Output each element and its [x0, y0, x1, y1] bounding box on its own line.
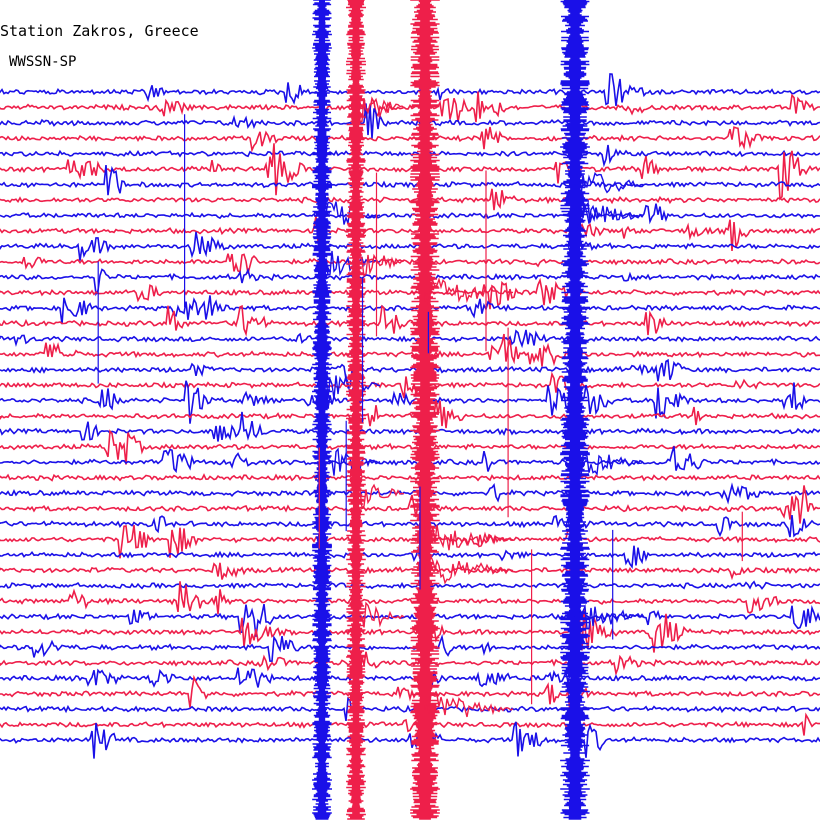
trace-row — [0, 514, 820, 538]
trace-row — [0, 696, 820, 722]
large-event-trace — [312, 0, 381, 820]
trace-row — [0, 721, 820, 759]
trace-row — [0, 267, 820, 297]
trace-row — [0, 329, 820, 349]
trace-row — [0, 562, 820, 581]
trace-row — [0, 597, 820, 653]
trace-row — [0, 712, 820, 736]
trace-row — [0, 91, 820, 123]
trace-row — [0, 295, 820, 325]
trace-row — [0, 429, 820, 465]
trace-row — [0, 196, 820, 232]
trace-row — [0, 603, 820, 637]
trace-row — [0, 482, 820, 505]
trace-row — [0, 304, 820, 337]
trace-row — [0, 126, 820, 153]
trace-row — [0, 545, 820, 569]
trace-row — [0, 188, 820, 211]
trace-row — [0, 651, 820, 678]
trace-row — [0, 473, 820, 482]
trace-row — [0, 333, 820, 367]
trace-row — [0, 580, 820, 590]
trace-row — [0, 411, 820, 442]
trace-row — [0, 103, 820, 139]
trace-row — [0, 524, 820, 559]
trace-row — [0, 633, 820, 663]
trace-row — [0, 253, 820, 274]
trace-row — [0, 400, 820, 429]
large-event-trace — [346, 0, 405, 820]
trace-row — [0, 73, 820, 107]
network-label: WWSSN-SP — [9, 54, 77, 70]
trace-row — [0, 143, 820, 201]
trace-row — [0, 215, 820, 252]
large-event-trace — [410, 0, 514, 820]
trace-row — [0, 581, 820, 615]
trace-row — [0, 446, 820, 474]
trace-row — [0, 485, 820, 524]
trace-row — [0, 371, 820, 399]
station-title: Station Zakros, Greece — [0, 22, 199, 40]
trace-row — [0, 380, 820, 424]
trace-row — [0, 165, 820, 196]
trace-row — [0, 674, 820, 713]
trace-row — [0, 144, 820, 168]
trace-row — [0, 231, 820, 261]
trace-row — [0, 667, 820, 688]
trace-row — [0, 358, 820, 389]
large-event-trace — [560, 0, 644, 820]
trace-row — [0, 277, 820, 310]
